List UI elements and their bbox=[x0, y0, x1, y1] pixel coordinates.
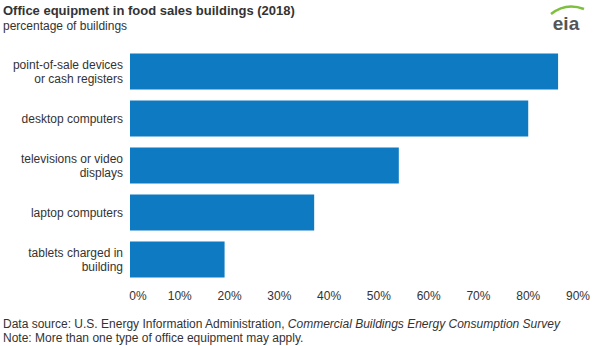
tick-label: 20% bbox=[218, 289, 242, 303]
note: Note: More than one type of office equip… bbox=[3, 331, 303, 345]
tick-label: 0% bbox=[129, 289, 147, 303]
chart: Office equipment in food sales buildings… bbox=[0, 0, 600, 346]
bar bbox=[130, 101, 528, 137]
y-axis: point-of-sale devicesor cash registers de… bbox=[13, 58, 123, 274]
category-label: televisions or videodisplays bbox=[21, 152, 123, 180]
tick-label: 40% bbox=[317, 289, 341, 303]
category-label: tablets charged inbuilding bbox=[28, 246, 123, 274]
tick-label: 70% bbox=[466, 289, 490, 303]
category-label: point-of-sale devicesor cash registers bbox=[13, 58, 123, 86]
bar bbox=[130, 242, 225, 278]
bar bbox=[130, 195, 314, 231]
tick-label: 30% bbox=[267, 289, 291, 303]
category-label: desktop computers bbox=[22, 112, 123, 126]
logo-text: eia bbox=[553, 13, 580, 34]
bar bbox=[130, 148, 399, 184]
x-axis: 0% 10% 20% 30% 40% 50% 60% 70% 80% 90% bbox=[129, 289, 590, 303]
subtitle: percentage of buildings bbox=[3, 19, 127, 33]
source: Data source: U.S. Energy Information Adm… bbox=[3, 317, 561, 331]
category-label: laptop computers bbox=[31, 206, 123, 220]
tick-label: 80% bbox=[516, 289, 540, 303]
title: Office equipment in food sales buildings… bbox=[3, 3, 295, 18]
logo: eia bbox=[551, 6, 584, 34]
bar bbox=[130, 54, 558, 90]
bars bbox=[130, 54, 558, 278]
tick-label: 50% bbox=[367, 289, 391, 303]
tick-label: 10% bbox=[168, 289, 192, 303]
tick-label: 90% bbox=[566, 289, 590, 303]
tick-label: 60% bbox=[417, 289, 441, 303]
